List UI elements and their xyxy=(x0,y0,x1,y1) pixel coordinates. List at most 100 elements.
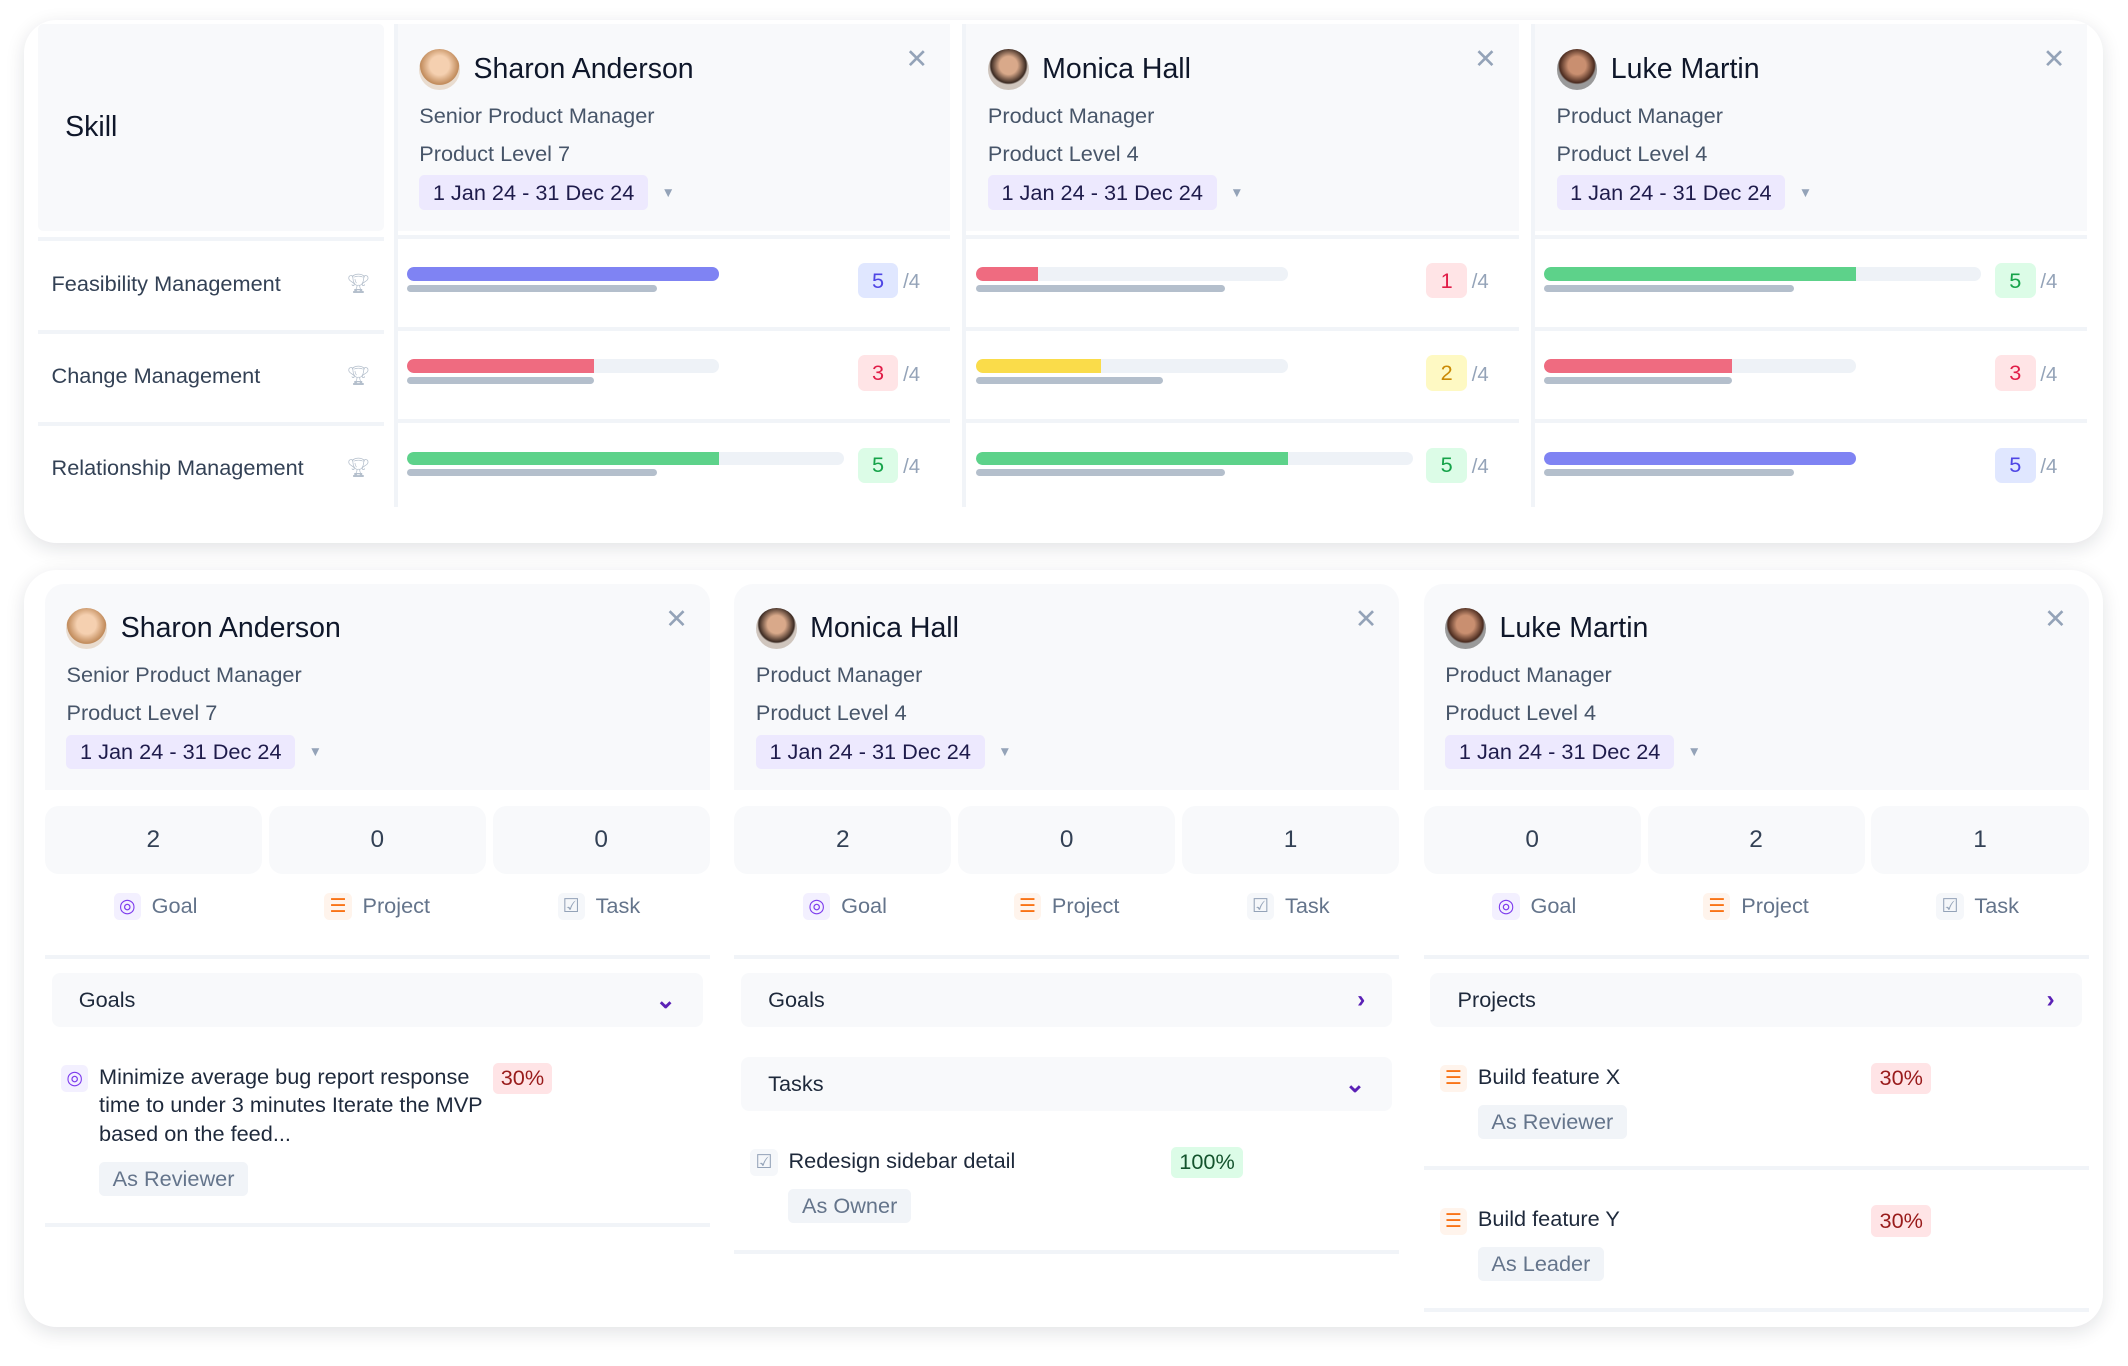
expected-level-bar xyxy=(975,284,1226,292)
list-item[interactable]: ◎ Minimize average bug report response t… xyxy=(44,1027,710,1227)
expected-level-bar xyxy=(407,284,657,292)
skill-row: Feasibility Management 🏆︎ xyxy=(37,237,385,325)
date-range-select[interactable]: 1 Jan 24 - 31 Dec 24 xyxy=(66,734,296,769)
goal-count[interactable]: 0 xyxy=(1423,806,1641,874)
chevron-down-icon[interactable]: ⌄ xyxy=(1344,1071,1366,1099)
caret-down-icon[interactable]: ▼ xyxy=(308,744,323,760)
count-label-text: Goal xyxy=(1530,893,1577,919)
person-skill-column: Luke Martin Product Manager Product Leve… xyxy=(1530,24,2088,508)
person-role: Product Manager xyxy=(1556,103,1723,129)
date-range-select[interactable]: 1 Jan 24 - 31 Dec 24 xyxy=(1556,175,1786,210)
progress-badge: 30% xyxy=(1871,1205,1932,1237)
chevron-down-icon[interactable]: ⌄ xyxy=(655,987,676,1015)
task-icon: ☑ xyxy=(1247,892,1275,921)
project-icon: ☰ xyxy=(324,892,352,921)
project-count[interactable]: 0 xyxy=(268,806,486,874)
date-range-select[interactable]: 1 Jan 24 - 31 Dec 24 xyxy=(419,175,648,210)
person-work-column: Sharon Anderson Senior Product Manager P… xyxy=(44,583,710,1317)
section-title: Goals xyxy=(78,987,136,1013)
score-bar-fill xyxy=(975,267,1039,281)
avatar xyxy=(66,607,108,649)
progress-badge: 30% xyxy=(492,1062,553,1094)
goal-icon: ◎ xyxy=(1492,892,1520,921)
person-name: Luke Martin xyxy=(1610,52,1760,85)
goal-label: ◎ Goal xyxy=(734,885,956,928)
person-role: Product Manager xyxy=(755,662,923,688)
project-count[interactable]: 2 xyxy=(1647,806,1865,874)
chevron-right-icon[interactable]: › xyxy=(1357,986,1366,1014)
close-icon[interactable]: ✕ xyxy=(2042,43,2066,75)
person-skill-column: Monica Hall Product Manager Product Leve… xyxy=(962,24,1519,508)
task-count[interactable]: 0 xyxy=(492,806,710,874)
caret-down-icon[interactable]: ▼ xyxy=(1230,185,1244,200)
expected-level-bar xyxy=(1544,377,1732,384)
close-icon[interactable]: ✕ xyxy=(905,43,929,75)
project-label: ☰ Project xyxy=(956,885,1178,928)
caret-down-icon[interactable]: ▼ xyxy=(661,185,675,200)
score-badge: 5 xyxy=(1426,447,1468,483)
count-label-text: Project xyxy=(1051,893,1120,919)
section-header[interactable]: Goals › xyxy=(740,972,1393,1028)
list-item[interactable]: ☰ Build feature Y 30% As Leader xyxy=(1423,1170,2089,1313)
person-header: Luke Martin Product Manager Product Leve… xyxy=(1534,24,2088,231)
max-score-label: /4 xyxy=(2040,455,2058,478)
project-count[interactable]: 0 xyxy=(958,806,1176,874)
goal-label: ◎ Goal xyxy=(45,885,267,928)
count-label-text: Project xyxy=(362,893,431,919)
section-header[interactable]: Tasks ⌄ xyxy=(740,1057,1393,1112)
score-bar-fill xyxy=(407,359,595,374)
section-header[interactable]: Goals ⌄ xyxy=(51,972,703,1028)
goal-icon: ◎ xyxy=(803,892,831,921)
item-title: Redesign sidebar detail xyxy=(788,1147,1016,1173)
max-score-label: /4 xyxy=(2040,271,2058,294)
goal-icon: ◎ xyxy=(61,1065,89,1093)
date-range-select[interactable]: 1 Jan 24 - 31 Dec 24 xyxy=(1445,734,1674,769)
score-bar-track xyxy=(975,267,1288,281)
goal-count[interactable]: 2 xyxy=(44,806,262,874)
expected-level-bar xyxy=(1544,469,1794,477)
caret-down-icon[interactable]: ▼ xyxy=(1687,744,1701,760)
max-score-label: /4 xyxy=(1471,455,1489,478)
caret-down-icon[interactable]: ▼ xyxy=(1798,185,1813,200)
score-badge: 5 xyxy=(1994,447,2036,483)
person-level: Product Level 4 xyxy=(1556,141,1708,167)
section-header[interactable]: Projects › xyxy=(1430,972,2082,1028)
skill-score-row: 3 /4 xyxy=(1534,327,2088,415)
skill-row: Relationship Management 🏆︎ xyxy=(37,421,385,510)
count-label-text: Project xyxy=(1741,893,1809,919)
score-badge: 3 xyxy=(1994,355,2036,391)
close-icon[interactable]: ✕ xyxy=(665,602,689,634)
project-label: ☰ Project xyxy=(266,885,488,928)
progress-badge: 30% xyxy=(1871,1062,1932,1094)
skill-name: Change Management xyxy=(51,362,261,388)
close-icon[interactable]: ✕ xyxy=(1354,602,1378,634)
score-badge: 5 xyxy=(857,447,899,483)
person-role: Product Manager xyxy=(987,103,1155,129)
skill-score-row: 1 /4 xyxy=(966,234,1519,323)
close-icon[interactable]: ✕ xyxy=(2044,602,2067,634)
goal-count[interactable]: 2 xyxy=(734,806,952,874)
list-item[interactable]: ☰ Build feature X 30% As Reviewer xyxy=(1423,1027,2089,1170)
score-bar-fill xyxy=(407,451,720,466)
project-icon: ☰ xyxy=(1439,1207,1467,1235)
divider xyxy=(1423,955,2089,960)
person-work-column: Luke Martin Product Manager Product Leve… xyxy=(1423,583,2089,1317)
task-count[interactable]: 1 xyxy=(1871,806,2089,874)
caret-down-icon[interactable]: ▼ xyxy=(998,744,1012,760)
skill-score-row: 2 /4 xyxy=(966,327,1519,415)
date-range-select[interactable]: 1 Jan 24 - 31 Dec 24 xyxy=(755,734,985,769)
max-score-label: /4 xyxy=(1471,363,1489,386)
score-badge: 1 xyxy=(1426,263,1468,299)
close-icon[interactable]: ✕ xyxy=(1474,43,1497,75)
item-title: Build feature X xyxy=(1477,1063,1621,1089)
skills-comparison-card: Skill Feasibility Management 🏆︎ Change Man… xyxy=(24,20,2104,543)
avatar xyxy=(755,607,797,649)
count-label-text: Goal xyxy=(151,893,198,919)
skill-header: Skill xyxy=(37,24,385,231)
task-count[interactable]: 1 xyxy=(1182,806,1400,874)
expected-level-bar xyxy=(1544,284,1794,292)
date-range-select[interactable]: 1 Jan 24 - 31 Dec 24 xyxy=(987,175,1217,210)
list-item[interactable]: ☑ Redesign sidebar detail 100% As Owner xyxy=(734,1111,1400,1254)
chevron-right-icon[interactable]: › xyxy=(2046,986,2055,1014)
count-label-text: Task xyxy=(1284,893,1330,919)
